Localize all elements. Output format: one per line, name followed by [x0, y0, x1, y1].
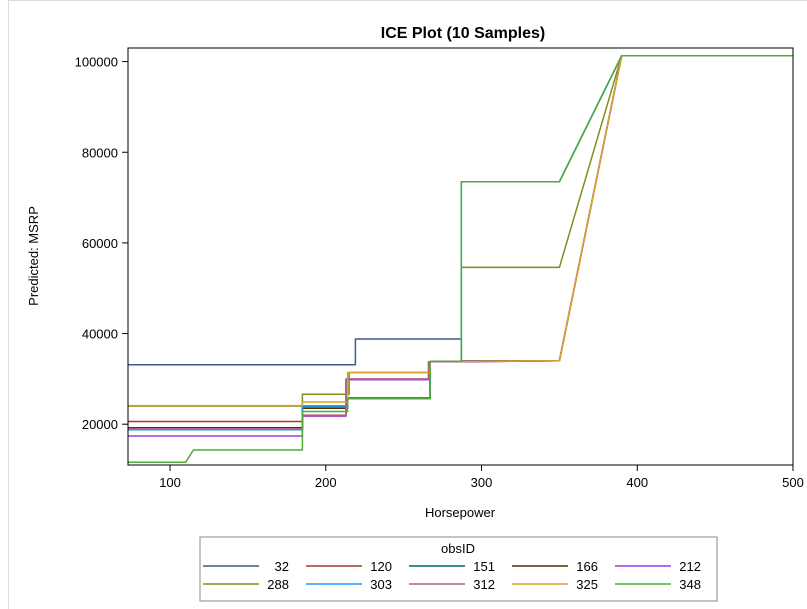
series-line-325	[128, 54, 793, 407]
legend-label-151: 151	[473, 559, 495, 574]
legend-label-212: 212	[679, 559, 701, 574]
legend-box	[199, 536, 718, 602]
y-tick-label-80000: 80000	[82, 145, 118, 160]
legend-label-166: 166	[576, 559, 598, 574]
series-line-303	[128, 54, 793, 431]
series-line-288	[128, 54, 793, 407]
series-line-212	[128, 54, 793, 437]
legend-label-325: 325	[576, 577, 598, 592]
series-line-32	[128, 54, 793, 366]
plot-area	[127, 47, 794, 466]
y-tick-label-20000: 20000	[82, 417, 118, 432]
legend-label-120: 120	[370, 559, 392, 574]
y-tick-label-60000: 60000	[82, 236, 118, 251]
chart-title: ICE Plot (10 Samples)	[381, 25, 546, 42]
series-line-120	[128, 54, 793, 423]
legend-label-348: 348	[679, 577, 701, 592]
x-tick-label-300: 300	[471, 475, 493, 490]
legend-label-312: 312	[473, 577, 495, 592]
x-tick-label-500: 500	[782, 475, 804, 490]
legend-entries: 32 120 151 166 212 288 303 312 325 348	[203, 559, 701, 592]
x-axis-label: Horsepower	[425, 505, 496, 520]
series-line-166	[128, 54, 793, 429]
x-tick-label-100: 100	[159, 475, 181, 490]
x-tick-label-200: 200	[315, 475, 337, 490]
y-tick-label-40000: 40000	[82, 327, 118, 342]
legend-label-288: 288	[267, 577, 289, 592]
axes-layer: 100 200 300 400 500 20000 40000 60000 80000 10000…	[75, 55, 804, 490]
legend-label-303: 303	[370, 577, 392, 592]
chart-frame	[8, 0, 807, 609]
series-line-312	[128, 54, 793, 430]
y-tick-label-100000: 100000	[75, 55, 118, 70]
y-axis-label: Predicted: MSRP	[26, 206, 41, 306]
x-tick-label-400: 400	[626, 475, 648, 490]
series-line-151	[128, 54, 793, 431]
legend-title: obsID	[441, 541, 475, 556]
legend-label-32: 32	[275, 559, 289, 574]
series-line-348	[128, 54, 793, 464]
series-layer	[128, 54, 793, 464]
